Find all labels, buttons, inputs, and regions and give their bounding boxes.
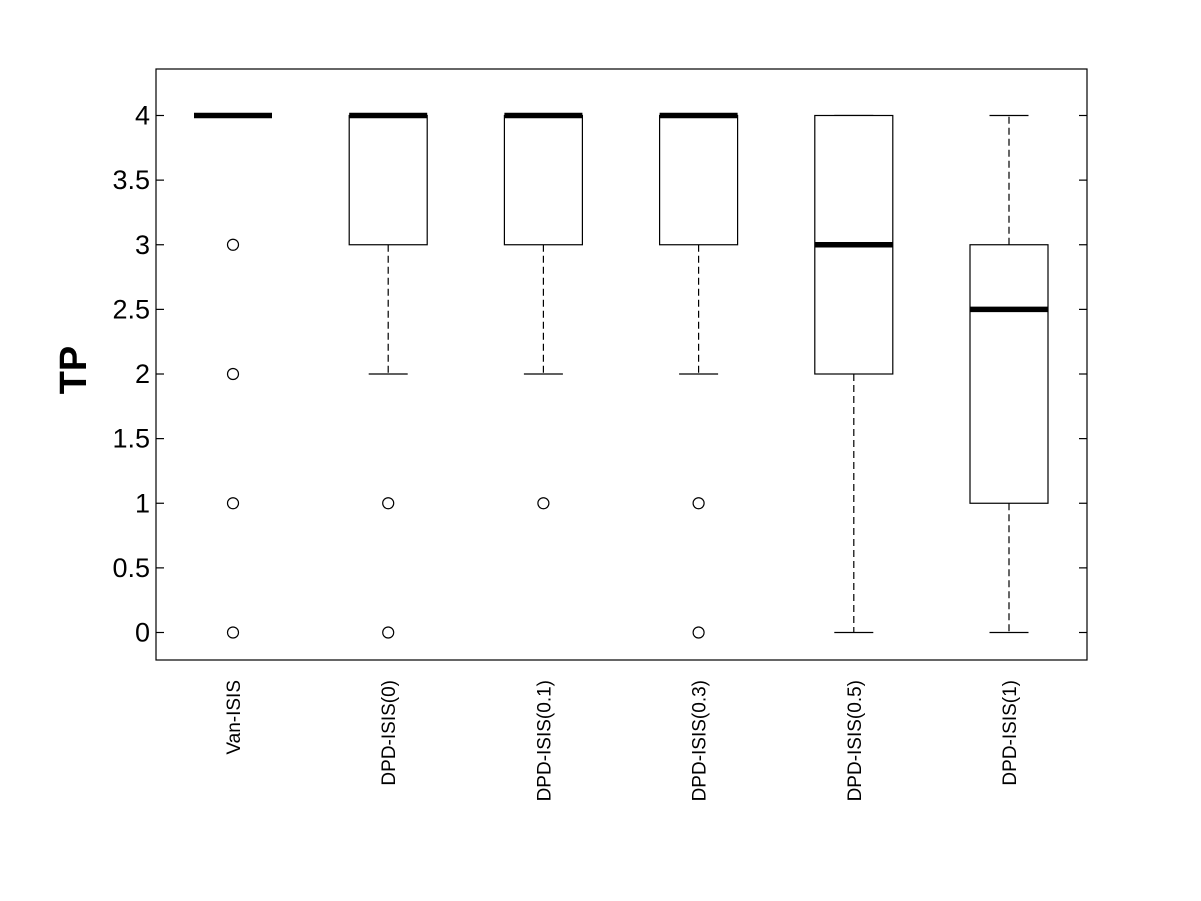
- outlier-point: [382, 626, 395, 639]
- y-tick-label: 1: [135, 488, 150, 518]
- x-tick-label: Van-ISIS: [224, 680, 245, 755]
- y-tick-label: 2.5: [112, 294, 150, 324]
- y-tick-label: 0: [135, 618, 150, 648]
- x-tick-label: DPD-ISIS(0.5): [845, 680, 866, 801]
- outlier-point: [226, 238, 240, 251]
- x-tick-label: DPD-ISIS(0): [379, 680, 400, 786]
- outlier-point: [382, 497, 395, 510]
- box-group: [348, 112, 428, 639]
- outlier-point: [537, 497, 550, 510]
- y-tick-label: 4: [135, 101, 150, 131]
- y-tick-label: 3.5: [112, 165, 150, 195]
- y-tick-label: 1.5: [112, 424, 150, 454]
- x-tick-label: DPD-ISIS(1): [1000, 680, 1021, 786]
- box-group: [969, 114, 1049, 634]
- y-tick-label: 3: [135, 230, 150, 260]
- x-tick-label: DPD-ISIS(0.3): [690, 680, 711, 801]
- iqr-box: [658, 114, 739, 246]
- box-group: [194, 112, 272, 639]
- outlier-point: [692, 626, 705, 639]
- x-tick-label: DPD-ISIS(0.1): [534, 680, 555, 801]
- y-tick-label: 0.5: [112, 553, 150, 583]
- outlier-point: [226, 626, 240, 639]
- box-group: [814, 114, 894, 634]
- y-tick-label: 2: [135, 359, 150, 389]
- outlier-point: [226, 367, 240, 381]
- iqr-box: [348, 114, 428, 246]
- box-group: [503, 112, 583, 510]
- box-group: [658, 112, 739, 639]
- outlier-point: [226, 497, 240, 510]
- iqr-box: [503, 114, 583, 246]
- iqr-box: [969, 244, 1049, 504]
- y-axis-label: TP: [53, 346, 95, 395]
- outlier-point: [692, 497, 705, 510]
- plot-area-frame: [155, 68, 1088, 661]
- ticks-layer: 0 0.5 1 1.5 2 2.5 3 3.5 4 Van-ISIS DPD-ISIS(0) DPD-…: [112, 101, 1087, 801]
- boxes-layer: [194, 112, 1049, 639]
